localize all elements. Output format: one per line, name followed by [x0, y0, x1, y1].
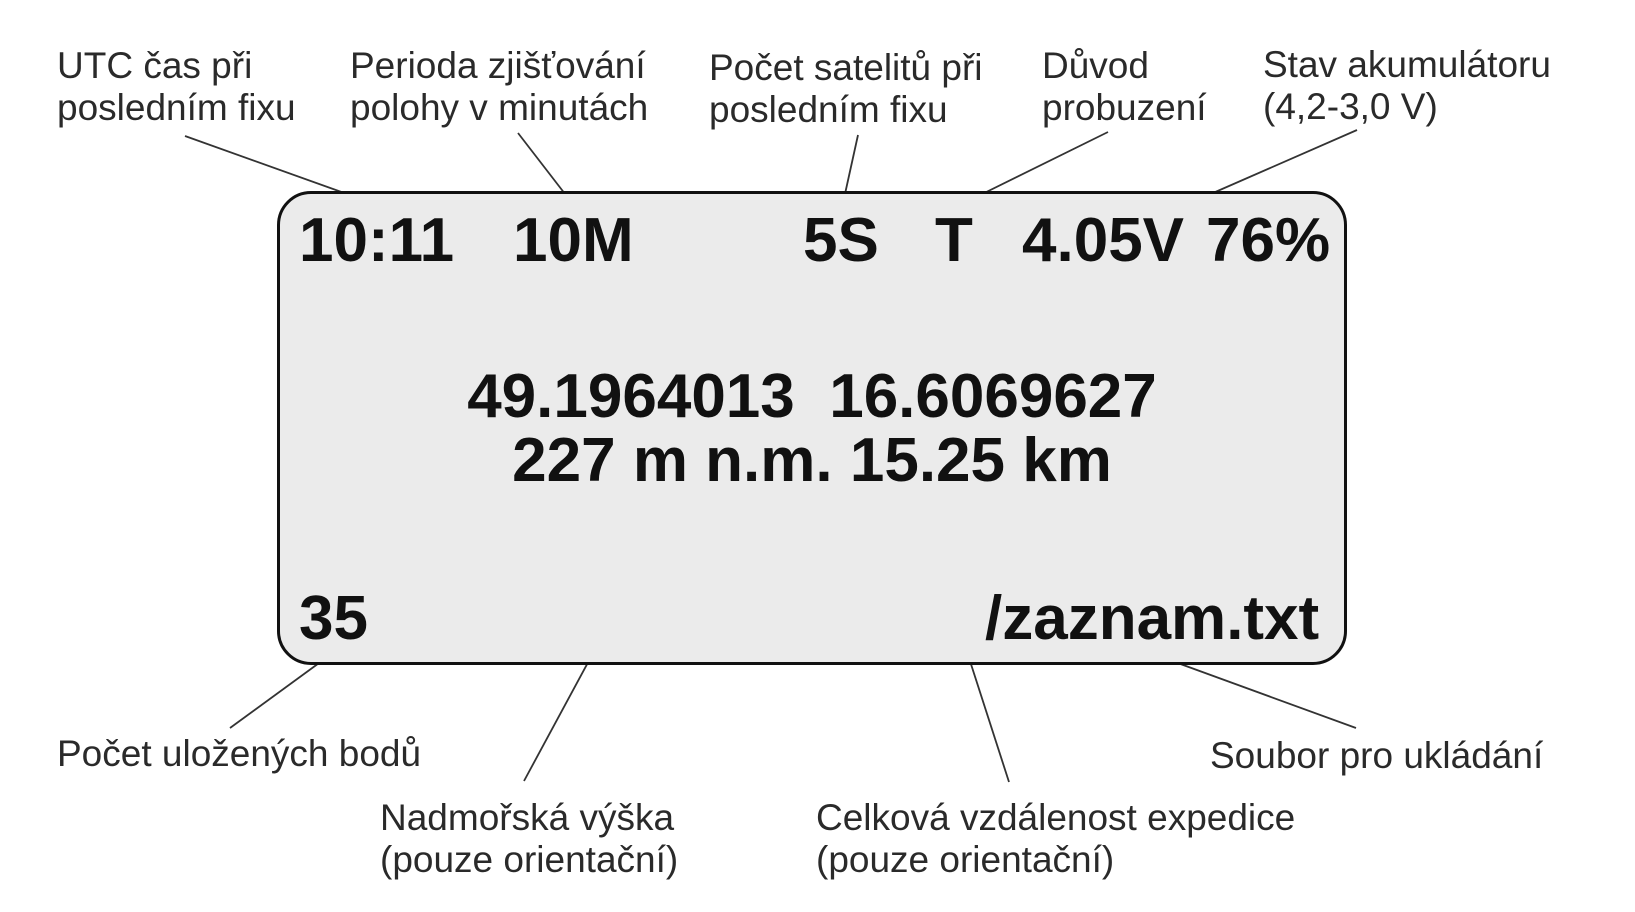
label-file: Soubor pro ukládání — [1210, 735, 1544, 776]
label-altitude: Nadmořská výška (pouze orientační) — [380, 797, 679, 880]
display-altitude-distance: 227 m n.m. 15.25 km — [512, 426, 1112, 495]
display-coordinates: 49.1964013 16.6069627 — [467, 362, 1157, 431]
label-distance: Celková vzdálenost expedice (pouze orien… — [816, 797, 1296, 880]
display-saved-points: 35 — [299, 584, 368, 653]
display-wake-reason: T — [935, 206, 973, 275]
leader-saved-points — [229, 654, 331, 729]
display-file: /zaznam.txt — [985, 584, 1320, 653]
lcd-display — [277, 191, 1347, 665]
label-period: Perioda zjišťování polohy v minutách — [350, 45, 649, 128]
label-saved-points: Počet uložených bodů — [57, 733, 422, 774]
leader-file — [1163, 657, 1357, 729]
display-battery-percent: 76% — [1206, 206, 1331, 275]
display-satellites: 5S — [803, 206, 879, 275]
label-satellites: Počet satelitů při posledním fixu — [709, 47, 983, 130]
display-time: 10:11 — [299, 206, 455, 275]
display-period: 10M — [513, 206, 634, 275]
label-battery: Stav akumulátoru (4,2-3,0 V) — [1263, 44, 1551, 127]
display-battery-voltage: 4.05V — [1022, 206, 1185, 275]
label-wake-reason: Důvod probuzení — [1042, 45, 1207, 128]
label-utc-time: UTC čas při posledním fixu — [57, 45, 296, 128]
